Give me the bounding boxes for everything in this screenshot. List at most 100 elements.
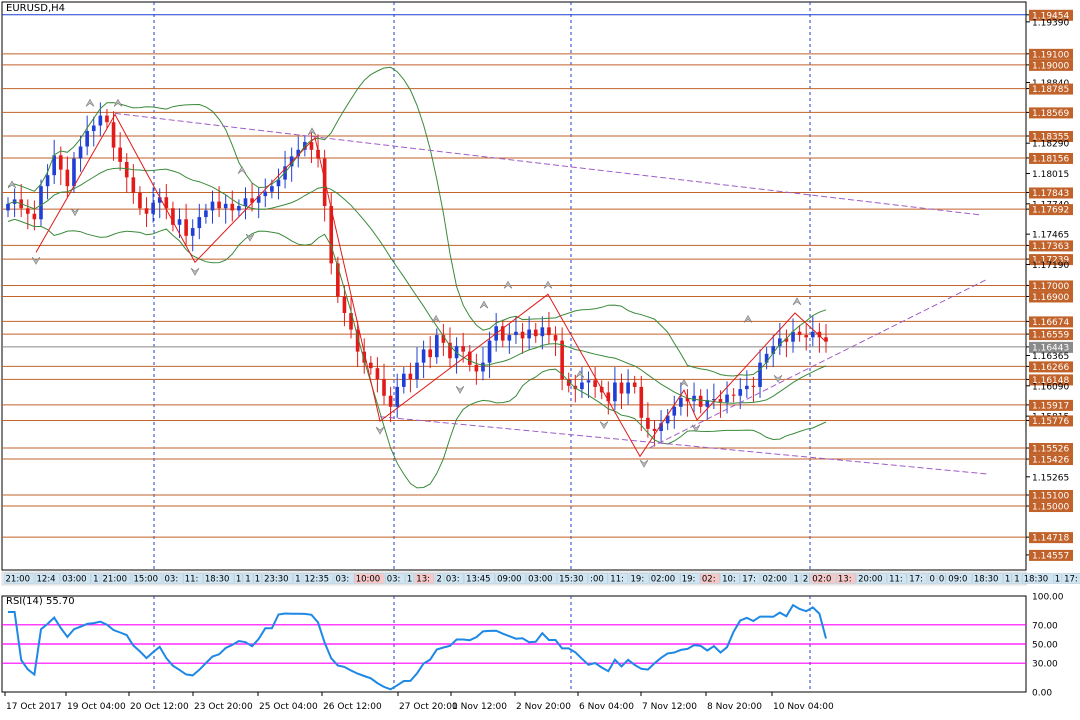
candle-body [52,155,56,176]
fractal-down-arrow [190,267,200,276]
candle-body [626,382,630,394]
price-tick-label: 1.19390 [1032,18,1069,28]
session-strip-label: 02: [702,575,716,585]
price-tick-label: 1.16443 [1032,343,1069,353]
candle-body [481,362,485,372]
candle-body [151,202,155,214]
price-label-box [1029,501,1073,513]
session-strip-label: 02:00 [763,575,788,585]
price-tick-label: 1.16090 [1032,382,1069,392]
date-axis-label: 19 Oct 04:00 [67,702,126,712]
session-strip-label: 2 [437,575,442,585]
session-strip-label: 03:00 [62,575,87,585]
session-strip-cell [131,573,163,584]
session-strip-label: 12:35 [305,575,330,585]
session-strip-label: 1 [794,575,799,585]
candle-body [758,362,762,387]
rsi-tick-label: 50.00 [1032,641,1058,651]
candle-body [39,186,43,220]
candle-body [547,327,551,336]
candle-body [751,385,756,387]
candle-body [375,368,380,380]
candle-body [580,382,584,390]
session-strip-cell [526,573,557,584]
session-strip-label: 03:00 [528,575,553,585]
fractal-down-arrow [70,208,80,217]
price-tick-label: 1.15000 [1032,503,1069,513]
bollinger-middle-band [7,167,827,404]
session-strip-label: 1 [1055,575,1060,585]
session-strip-cell [302,573,334,584]
candle-body [250,198,254,203]
fractal-down-arrow [31,256,41,265]
price-tick-label: 1.17239 [1032,256,1069,266]
session-strip-cell [927,573,937,584]
session-strip-label: 09:00 [497,575,521,585]
chart-symbol-title: EURUSD,H4 [6,3,66,14]
session-strip-label: 1 [255,575,260,585]
fractal-up-arrow [743,314,753,323]
candle-body [65,169,70,187]
price-tick-label: 1.16559 [1032,331,1069,341]
candle-body [738,389,743,396]
session-strip-label: 19: [682,575,696,585]
candle-body [91,125,96,132]
fractal-up-arrow [307,127,317,136]
session-strip-label: 1 [1014,575,1019,585]
candle-body [791,331,795,342]
candle-body [296,149,301,157]
session-strip-label: 12:4 [37,575,56,585]
session-strip-label: 03: [446,575,460,585]
candle-body [164,197,169,209]
session-strip-label: 1 [1005,575,1010,585]
session-strip-label: 18:30 [205,575,230,585]
session-strip-label: 11: [889,575,903,585]
date-axis-label: 7 Nov 12:00 [642,702,697,712]
price-label-box [1029,59,1073,71]
price-label-box [1029,316,1073,328]
date-axis-label: 25 Oct 04:00 [259,702,318,712]
date-axis-label: 1 Nov 12:00 [452,702,507,712]
candle-body [177,219,182,225]
session-strip-cell [234,573,243,584]
session-strip-cell [1012,573,1022,584]
candle-body [138,192,142,209]
fractal-up-arrow [543,280,553,289]
session-strip-cell [740,573,761,584]
candle-body [210,201,215,211]
session-strip-label: 03: [387,575,401,585]
candle-body [309,142,314,150]
price-label-box [1029,490,1073,502]
session-strip-cell [1022,573,1053,584]
session-strip-label: 1 [407,575,412,585]
candle-body [230,203,235,211]
candle-body [764,353,769,363]
price-label-box [1029,415,1073,427]
candle-body [395,386,400,407]
candle-body [197,217,202,229]
candle-body [85,131,89,147]
fractal-up-arrow [431,314,441,323]
session-strip-cell [700,573,720,584]
zigzag-line [35,113,827,458]
candle-body [804,335,809,338]
session-strip-label: 0 [939,575,944,585]
price-tick-label: 1.17692 [1032,206,1069,216]
date-axis-label: 10 Nov 04:00 [773,702,834,712]
price-tick-label: 1.15100 [1032,492,1069,502]
candle-body [665,415,670,424]
session-strip-cell [937,573,947,584]
session-strip-label: 11: [610,575,624,585]
session-strip-label: 02:00 [651,575,676,585]
candle-body [771,346,776,354]
candle-body [204,210,208,218]
session-strip-label: 13:45 [466,575,491,585]
candle-body [619,382,624,394]
date-axis-label: 17 Oct 2017 [6,702,62,712]
session-strip-cell [972,573,1003,584]
fractal-up-arrow [679,378,689,387]
date-axis-label: 20 Oct 12:00 [130,702,189,712]
date-axis-label: 8 Nov 20:00 [707,702,762,712]
price-label-box [1029,549,1073,561]
